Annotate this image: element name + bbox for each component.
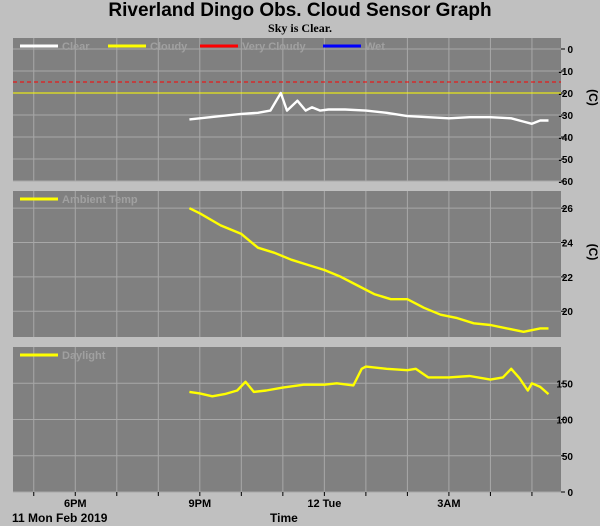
footer-date: 11 Mon Feb 2019	[12, 511, 108, 525]
sky-legend-label: Clear	[62, 41, 90, 53]
sky-ylabel: (C)	[586, 89, 600, 106]
sky-legend-label: Cloudy	[150, 41, 188, 53]
sky-legend-label: Wet	[365, 41, 385, 53]
daylight-legend-label: Daylight	[62, 350, 106, 362]
x-axis-label: Time	[270, 511, 298, 525]
x-tick-label: 6PM	[64, 498, 87, 510]
x-tick-label: 3AM	[437, 498, 460, 510]
ambient-tick-label: 22	[562, 273, 574, 284]
sky-tick-label: 0	[567, 45, 573, 56]
daylight-tick-label: 0	[567, 488, 573, 499]
sky-tick-label: -40	[559, 133, 574, 144]
ambient-ylabel: (C)	[586, 244, 600, 261]
sky-tick-label: -30	[559, 111, 574, 122]
sky-tick-label: -50	[559, 155, 574, 166]
x-tick-label: 9PM	[189, 498, 212, 510]
daylight-tick-label: 150	[556, 379, 573, 390]
chart-subtitle: Sky is Clear.	[268, 21, 332, 35]
ambient-legend-label: Ambient Temp	[62, 194, 138, 206]
chart-title: Riverland Dingo Obs. Cloud Sensor Graph	[108, 0, 492, 21]
ambient-tick-label: 20	[562, 307, 574, 318]
x-tick-label: 12 Tue	[307, 498, 341, 510]
daylight-tick-label: 100	[556, 416, 573, 427]
sky-tick-label: -60	[559, 177, 574, 188]
ambient-series-line	[188, 207, 549, 333]
sky-tick-label: -10	[559, 67, 574, 78]
sky-series-line	[189, 91, 549, 125]
sky-legend-label: Very Cloudy	[242, 41, 306, 53]
daylight-series-line	[189, 365, 550, 398]
ambient-tick-label: 24	[562, 239, 574, 250]
daylight-tick-label: 50	[562, 452, 574, 463]
sky-tick-label: -20	[559, 89, 574, 100]
ambient-panel	[13, 191, 561, 337]
ambient-tick-label: 26	[562, 204, 574, 215]
